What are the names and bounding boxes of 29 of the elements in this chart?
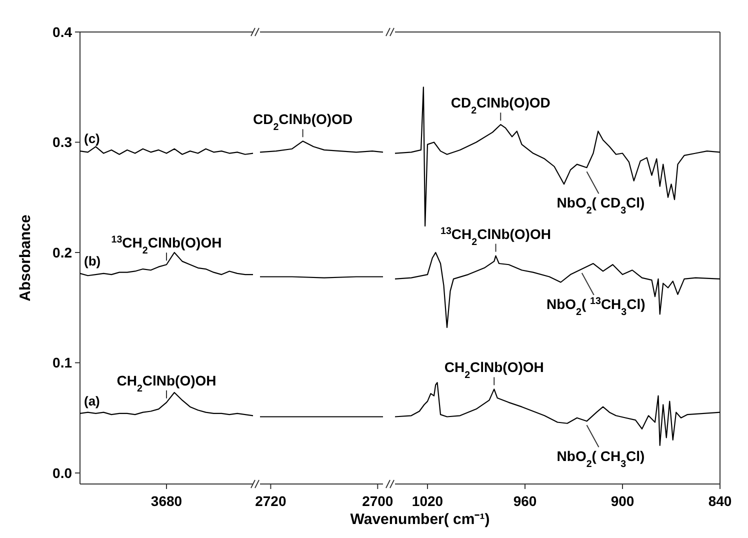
series-label: (a): [84, 393, 100, 408]
annotation: NbO$_{2}$( $^{13}$CH$_{3}$Cl): [546, 296, 646, 318]
x-tick-label: 2720: [255, 493, 286, 509]
annotation: NbO$_{2}$( CD$_{3}$Cl): [556, 194, 645, 216]
annotation: CD$_{2}$ClNb(O)OD: [450, 94, 550, 116]
x-axis-title: Wavenumber( cm⁻¹): [350, 511, 490, 528]
y-tick-label: 0.2: [52, 244, 72, 260]
line-series: [79, 252, 254, 276]
y-tick-label: 0.0: [52, 464, 72, 481]
y-tick-label: 0.4: [52, 24, 72, 40]
x-tick-label: 840: [708, 493, 732, 509]
x-tick-label: 960: [513, 493, 537, 509]
line-series: [79, 392, 254, 416]
line-series: [79, 146, 254, 155]
annotation: $^{13}$CH$_{2}$ClNb(O)OH: [440, 225, 551, 248]
y-tick-label: 0.1: [52, 354, 72, 371]
x-tick-label: 1020: [412, 493, 444, 509]
annotation: NbO$_{2}$( CH$_{3}$Cl): [556, 448, 645, 470]
y-tick-label: 0.3: [52, 134, 72, 150]
x-tick-label: 3680: [150, 493, 182, 509]
annotation: $^{13}$CH$_{2}$ClNb(O)OH: [111, 234, 222, 256]
annotation: CD$_{2}$ClNb(O)OD: [252, 111, 353, 133]
annotation: CH$_{2}$ClNb(O)OH: [444, 359, 544, 381]
annotation: CH$_{2}$ClNb(O)OH: [116, 372, 216, 394]
y-axis-title: Absorbance: [17, 214, 34, 302]
x-tick-label: 900: [610, 493, 634, 509]
series-label: (b): [84, 253, 101, 268]
series-label: (c): [84, 131, 100, 146]
x-tick-label: 2700: [362, 493, 394, 509]
